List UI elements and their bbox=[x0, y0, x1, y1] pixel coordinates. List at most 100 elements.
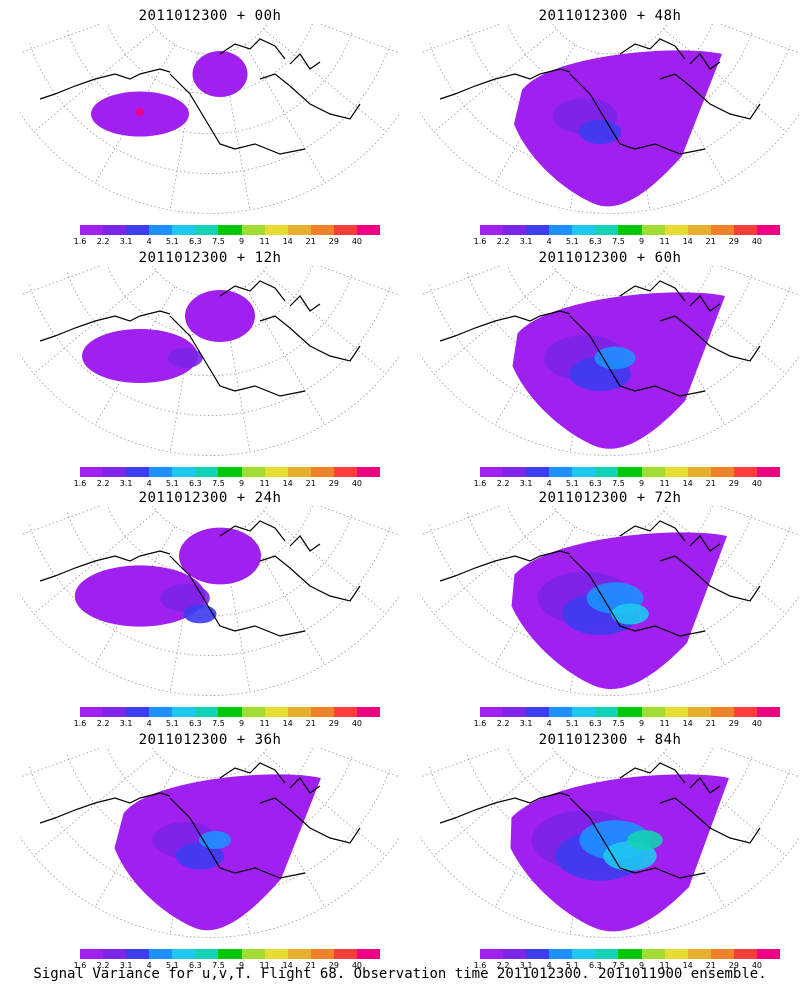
colorbar-label: 5.1 bbox=[565, 719, 579, 728]
colorbar-cell bbox=[287, 225, 311, 235]
colorbar-cell bbox=[333, 949, 357, 959]
colorbar-cell bbox=[356, 707, 381, 717]
colorbar-cell bbox=[218, 707, 242, 717]
colorbar bbox=[80, 225, 381, 235]
colorbar-cell bbox=[356, 467, 381, 477]
colorbar-label: 21 bbox=[705, 479, 716, 488]
graticule bbox=[20, 24, 400, 214]
colorbar-label: 6.3 bbox=[189, 237, 202, 246]
colorbar-label: 7.5 bbox=[612, 961, 625, 970]
colorbar-cell bbox=[641, 467, 665, 477]
colorbar-cell bbox=[241, 707, 265, 717]
graticule bbox=[20, 506, 400, 696]
colorbar-cell bbox=[503, 467, 527, 477]
colorbar-label: 2.2 bbox=[496, 479, 510, 488]
colorbar-label: 4 bbox=[146, 719, 152, 728]
colorbar-label: 21 bbox=[705, 961, 716, 970]
polar-map bbox=[420, 24, 800, 214]
colorbar-label: 11 bbox=[659, 237, 670, 246]
colorbar-cell bbox=[356, 225, 381, 235]
panel-title: 2011012300 + 24h bbox=[138, 490, 282, 506]
map-panel-p36: 2011012300 + 36h 1.6 2.2 3.1 4 5.1 6.3 7.5 9 11 14… bbox=[20, 732, 400, 972]
polar-map bbox=[20, 266, 400, 456]
colorbar-cell bbox=[503, 949, 527, 959]
colorbar-cell bbox=[733, 707, 757, 717]
colorbar-cell bbox=[595, 949, 619, 959]
colorbar bbox=[480, 225, 781, 235]
colorbar-label: 21 bbox=[305, 237, 316, 246]
colorbar-cell bbox=[218, 467, 242, 477]
colorbar-label: 40 bbox=[751, 237, 763, 246]
colorbar-labels: 1.6 2.2 3.1 4 5.1 6.3 7.5 9 11 14 21 29 40 bbox=[474, 237, 780, 247]
colorbar-cell bbox=[310, 949, 334, 959]
colorbar-label: 11 bbox=[659, 719, 670, 728]
colorbar-cell bbox=[549, 949, 573, 959]
colorbar-label: 29 bbox=[328, 237, 339, 246]
map-panel-p00: 2011012300 + 00h 1.6 2.2 3.1 4 5.1 6.3 7.5 9 11 14… bbox=[20, 8, 400, 248]
colorbar-cell bbox=[687, 467, 711, 477]
colorbar-label: 3.1 bbox=[119, 719, 133, 728]
colorbar bbox=[480, 949, 781, 959]
colorbar-label: 4 bbox=[146, 961, 152, 970]
coastlines bbox=[39, 280, 361, 397]
colorbar-cell bbox=[641, 949, 665, 959]
colorbar-cell bbox=[287, 949, 311, 959]
panel-title: 2011012300 + 12h bbox=[138, 250, 282, 266]
colorbar-cell bbox=[664, 225, 688, 235]
colorbar-labels: 1.6 2.2 3.1 4 5.1 6.3 7.5 9 11 14 21 29 40 bbox=[474, 719, 780, 729]
colorbar-label: 11 bbox=[259, 479, 270, 488]
colorbar-label: 6.3 bbox=[589, 237, 602, 246]
panel-title: 2011012300 + 48h bbox=[538, 8, 682, 24]
colorbar-cell bbox=[618, 467, 642, 477]
colorbar-label: 29 bbox=[728, 719, 739, 728]
colorbar-cell bbox=[503, 707, 527, 717]
panel-title: 2011012300 + 72h bbox=[538, 490, 682, 506]
colorbar-label: 7.5 bbox=[212, 719, 225, 728]
colorbar-cell bbox=[310, 467, 334, 477]
colorbar-cell bbox=[264, 949, 288, 959]
colorbar-cell bbox=[172, 949, 196, 959]
coastlines bbox=[39, 38, 361, 155]
colorbar-cell bbox=[80, 707, 104, 717]
colorbar-cell bbox=[264, 467, 288, 477]
colorbar-label: 3.1 bbox=[519, 479, 533, 488]
colorbar-label: 40 bbox=[351, 719, 363, 728]
colorbar-labels: 1.6 2.2 3.1 4 5.1 6.3 7.5 9 11 14 21 29 40 bbox=[74, 719, 380, 729]
colorbar bbox=[480, 467, 781, 477]
colorbar-cell bbox=[572, 467, 596, 477]
colorbar-cell bbox=[218, 225, 242, 235]
colorbar-label: 29 bbox=[328, 479, 339, 488]
colorbar-label: 29 bbox=[328, 719, 339, 728]
colorbar-cell bbox=[710, 225, 734, 235]
colorbar-cell bbox=[687, 225, 711, 235]
colorbar-cell bbox=[287, 707, 311, 717]
colorbar-cell bbox=[149, 467, 173, 477]
colorbar-label: 3.1 bbox=[119, 479, 133, 488]
colorbar-label: 1.6 bbox=[73, 719, 87, 728]
colorbar-label: 14 bbox=[282, 479, 293, 488]
colorbar-label: 3.1 bbox=[119, 961, 133, 970]
colorbar-cell bbox=[526, 949, 550, 959]
colorbar-cell bbox=[80, 225, 104, 235]
colorbar-label: 1.6 bbox=[473, 961, 487, 970]
colorbar-cell bbox=[480, 707, 504, 717]
colorbar-label: 2.2 bbox=[96, 961, 110, 970]
colorbar-cell bbox=[756, 467, 781, 477]
colorbar-label: 14 bbox=[282, 237, 293, 246]
colorbar bbox=[480, 707, 781, 717]
colorbar-cell bbox=[333, 707, 357, 717]
colorbar-label: 3.1 bbox=[519, 719, 533, 728]
colorbar-cell bbox=[572, 949, 596, 959]
colorbar-label: 2.2 bbox=[496, 237, 510, 246]
colorbar-cell bbox=[641, 707, 665, 717]
colorbar-cell bbox=[149, 225, 173, 235]
colorbar-cell bbox=[526, 467, 550, 477]
colorbar-label: 6.3 bbox=[589, 961, 602, 970]
variance-field bbox=[511, 532, 727, 690]
colorbar-label: 1.6 bbox=[73, 237, 87, 246]
colorbar-label: 1.6 bbox=[73, 479, 87, 488]
colorbar-cell bbox=[664, 949, 688, 959]
colorbar-label: 4 bbox=[146, 237, 152, 246]
polar-map bbox=[20, 506, 400, 696]
colorbar-cell bbox=[710, 707, 734, 717]
